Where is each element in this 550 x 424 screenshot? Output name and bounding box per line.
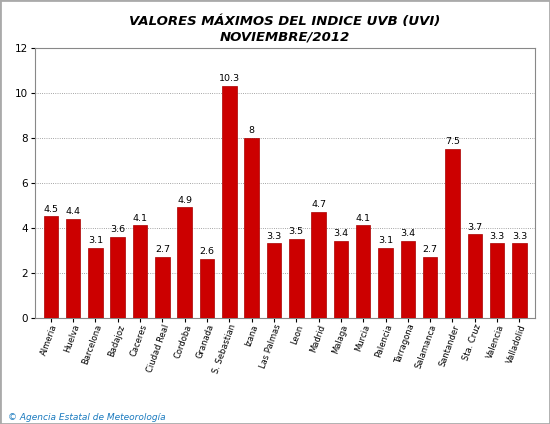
Text: 8: 8 [249, 126, 255, 135]
Title: VALORES MÁXIMOS DEL INDICE UVB (UVI)
NOVIEMBRE/2012: VALORES MÁXIMOS DEL INDICE UVB (UVI) NOV… [129, 15, 441, 44]
Text: 3.1: 3.1 [88, 236, 103, 245]
Bar [222, 86, 236, 318]
Text: © Agencia Estatal de Meteorología: © Agencia Estatal de Meteorología [8, 413, 166, 422]
Text: 4.5: 4.5 [43, 205, 58, 214]
Bar [43, 217, 58, 318]
Bar [423, 257, 437, 318]
Bar [356, 226, 371, 318]
Text: 3.3: 3.3 [512, 232, 527, 241]
Text: 4.1: 4.1 [356, 214, 371, 223]
Text: 3.1: 3.1 [378, 236, 393, 245]
Bar [311, 212, 326, 318]
Bar [267, 243, 281, 318]
Bar [244, 138, 259, 318]
Text: 3.4: 3.4 [400, 229, 415, 238]
Bar [378, 248, 393, 318]
Bar [334, 241, 348, 318]
Text: 4.9: 4.9 [177, 196, 192, 205]
Text: 7.5: 7.5 [445, 137, 460, 146]
Bar [111, 237, 125, 318]
Text: 3.6: 3.6 [110, 225, 125, 234]
Bar [200, 259, 215, 318]
Text: 3.4: 3.4 [333, 229, 349, 238]
Bar [512, 243, 527, 318]
Text: 2.7: 2.7 [422, 245, 438, 254]
Text: 3.7: 3.7 [467, 223, 482, 232]
Text: 4.1: 4.1 [133, 214, 147, 223]
Text: 3.5: 3.5 [289, 227, 304, 236]
Bar [178, 207, 192, 318]
Text: 3.3: 3.3 [266, 232, 282, 241]
Text: 10.3: 10.3 [219, 75, 240, 84]
Text: 3.3: 3.3 [490, 232, 505, 241]
Bar [155, 257, 169, 318]
Text: 4.7: 4.7 [311, 200, 326, 209]
Bar [400, 241, 415, 318]
Bar [133, 226, 147, 318]
Text: 2.7: 2.7 [155, 245, 170, 254]
Text: 2.6: 2.6 [200, 248, 215, 257]
Bar [468, 234, 482, 318]
Bar [88, 248, 103, 318]
Text: 4.4: 4.4 [65, 207, 81, 216]
Bar [490, 243, 504, 318]
Bar [289, 239, 304, 318]
Bar [445, 149, 460, 318]
Bar [66, 219, 80, 318]
